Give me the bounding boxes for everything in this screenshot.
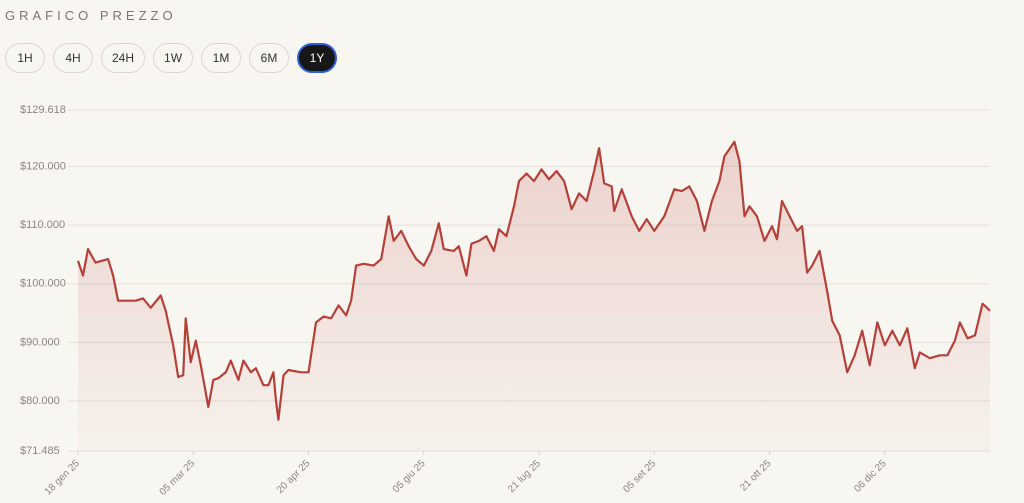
- range-button[interactable]: 1Y: [297, 43, 338, 73]
- range-selector: 1H 4H 24H 1W 1M 6M 1Y: [5, 43, 338, 73]
- y-tick-label: $71.485: [20, 445, 60, 457]
- y-tick-label: $80.000: [20, 395, 60, 407]
- x-tick-label: 18 gen 25: [43, 458, 83, 498]
- x-tick-label: 21 ott 25: [738, 458, 774, 494]
- x-tick-label: 05 set 25: [621, 458, 658, 495]
- x-tick-label: 05 giu 25: [391, 458, 428, 495]
- widget-title: GRAFICO PREZZO: [5, 8, 177, 23]
- x-tick-label: 21 lug 25: [506, 458, 543, 495]
- range-button[interactable]: 1M: [201, 43, 242, 73]
- y-tick-label: $110.000: [20, 219, 65, 231]
- y-tick-label: $120.000: [20, 160, 66, 172]
- range-button[interactable]: 24H: [101, 43, 146, 73]
- range-button[interactable]: 6M: [249, 43, 290, 73]
- range-button[interactable]: 1H: [5, 43, 45, 73]
- price-area: [78, 141, 990, 452]
- x-tick-label: 05 mar 25: [158, 458, 198, 498]
- x-tick-label: 20 apr 25: [275, 458, 313, 496]
- x-tick-label: 06 dic 25: [852, 458, 889, 495]
- y-tick-label: $129.618: [20, 104, 66, 116]
- range-button[interactable]: 4H: [53, 43, 93, 73]
- y-tick-label: $100.000: [20, 278, 66, 290]
- price-line: [76, 140, 991, 421]
- y-tick-label: $90.000: [20, 336, 60, 348]
- range-button[interactable]: 1W: [153, 43, 194, 73]
